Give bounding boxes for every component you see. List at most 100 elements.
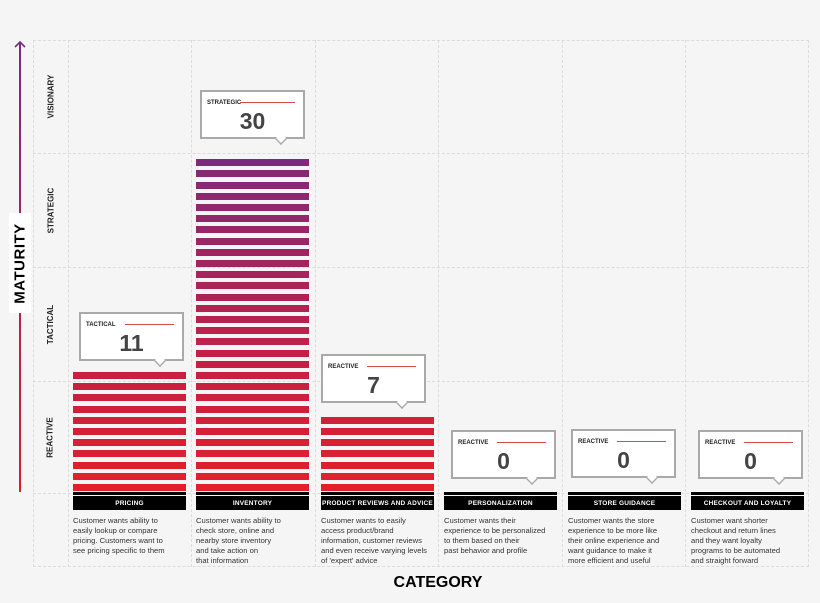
count-value: 0 [497, 448, 510, 474]
bar-stripe [196, 405, 309, 413]
description-line: experience to be more like [568, 526, 658, 535]
description-line: Customer want shorter [691, 516, 768, 525]
bar-stripe [196, 316, 309, 323]
bar-stripe [196, 271, 309, 279]
description-line: access product/brand [321, 526, 394, 535]
category-description: Customer wants ability to easily lookup o… [73, 516, 192, 556]
bar-stripe [196, 450, 309, 458]
description-line: checkout and return lines [691, 526, 776, 535]
bar-baseline [73, 492, 186, 495]
description-line: to them based on their [444, 536, 520, 545]
callout-rule [617, 441, 666, 442]
description-line: programs to be automated [691, 546, 781, 555]
bar-stripe [196, 327, 309, 335]
count-value: 7 [367, 372, 380, 398]
bar-stripe [73, 472, 186, 480]
bar-stripe [196, 260, 309, 267]
row-label-tactical: TACTICAL [46, 304, 55, 344]
description-line: Customer wants to easily [321, 516, 406, 525]
bar-stripe [196, 394, 309, 402]
grid-line [33, 267, 809, 268]
category-description: Customer wants the store experience to be… [568, 516, 687, 566]
description-line: Customer wants the store [568, 516, 655, 525]
maturity-level-label: TACTICAL [86, 322, 116, 328]
arrow-up-icon [14, 40, 26, 48]
value-callout: REACTIVE 0 [451, 430, 556, 485]
callout-rule [497, 442, 546, 443]
value-callout: TACTICAL 11 [79, 312, 184, 367]
value-callout: STRATEGIC 30 [200, 90, 305, 145]
category-label-pricing: PRICING [73, 496, 186, 510]
description-line: their online experience and [568, 536, 660, 545]
category-label-product-reviews-and-advice: PRODUCT REVIEWS AND ADVICE [321, 496, 434, 510]
description-line: of 'expert' advice [321, 556, 378, 565]
row-label-visionary: VISIONARY [46, 74, 55, 119]
description-line: check store, online and [196, 526, 275, 535]
description-line: Customer wants ability to [73, 516, 158, 525]
description-line: experience to be personalized [444, 526, 546, 535]
description-line: Customer wants their [444, 516, 516, 525]
y-axis-title-text: MATURITY [11, 222, 29, 304]
description-line: more efficient and useful [568, 556, 651, 565]
category-label-checkout-and-loyalty: CHECKOUT AND LOYALTY [691, 496, 804, 510]
bar-stripe [196, 338, 309, 346]
bar-baseline [568, 492, 681, 495]
maturity-level-label: REACTIVE [458, 440, 489, 446]
callout-rule [367, 366, 416, 367]
maturity-level-label: REACTIVE [578, 439, 609, 445]
bar-stripe [196, 360, 309, 368]
bar-stripe [196, 372, 309, 379]
bar-stripe [196, 159, 309, 167]
value-callout: REACTIVE 0 [698, 430, 803, 485]
bar-stripe [73, 405, 186, 413]
bar-stripe [73, 484, 186, 491]
x-axis-title: CATEGORY [393, 574, 483, 591]
bar-stripe [73, 461, 186, 469]
bar-stripe [196, 304, 309, 312]
description-line: see pricing specific to them [73, 546, 165, 555]
bar-stripe [196, 282, 309, 290]
bar-stripe [321, 416, 434, 424]
chart-grid [33, 40, 809, 567]
bar-stripe [196, 293, 309, 301]
bar-stripe [196, 248, 309, 256]
category-label-inventory: INVENTORY [196, 496, 309, 510]
count-value: 11 [119, 330, 144, 356]
callout-rule [744, 442, 793, 443]
bar-stripe [196, 383, 309, 391]
count-value: 30 [239, 108, 266, 134]
category-description: Customer wants their experience to be per… [444, 516, 563, 556]
value-callout: REACTIVE 0 [571, 429, 676, 484]
description-line: and they want loyalty [691, 536, 762, 545]
bar-stripe [196, 215, 309, 223]
grid-line [191, 40, 192, 567]
y-axis-title: MATURITY [9, 213, 31, 313]
category-label-store-guidance: STORE GUIDANCE [568, 496, 681, 510]
category-description: Customer want shorter checkout and return… [691, 516, 810, 566]
grid-line [68, 40, 69, 567]
maturity-level-label: REACTIVE [328, 364, 359, 370]
bar-baseline [444, 492, 557, 495]
description-line: easily lookup or compare [73, 526, 158, 535]
bar-stripe [321, 450, 434, 458]
description-line: and straight forward [691, 556, 759, 565]
bar-stripe [73, 416, 186, 424]
bar-stripe [321, 484, 434, 491]
bar-stripe [73, 439, 186, 447]
description-line: Customer wants ability to [196, 516, 281, 525]
count-value: 0 [617, 447, 630, 473]
bar-stripe [196, 472, 309, 480]
grid-line [562, 40, 563, 567]
category-description: Customer wants to easily access product/b… [321, 516, 440, 566]
grid-line [438, 40, 439, 567]
bar-stripe [196, 428, 309, 435]
bar-stripe [196, 170, 309, 178]
bar-stripe [321, 472, 434, 480]
description-line: and take action on [196, 546, 259, 555]
bar-baseline [196, 492, 309, 495]
description-line: past behavior and profile [444, 546, 528, 555]
bar-stripe [196, 204, 309, 211]
category-description: Customer wants ability to check store, on… [196, 516, 315, 566]
description-line: want guidance to make it [568, 546, 653, 555]
bar-stripe [321, 428, 434, 435]
